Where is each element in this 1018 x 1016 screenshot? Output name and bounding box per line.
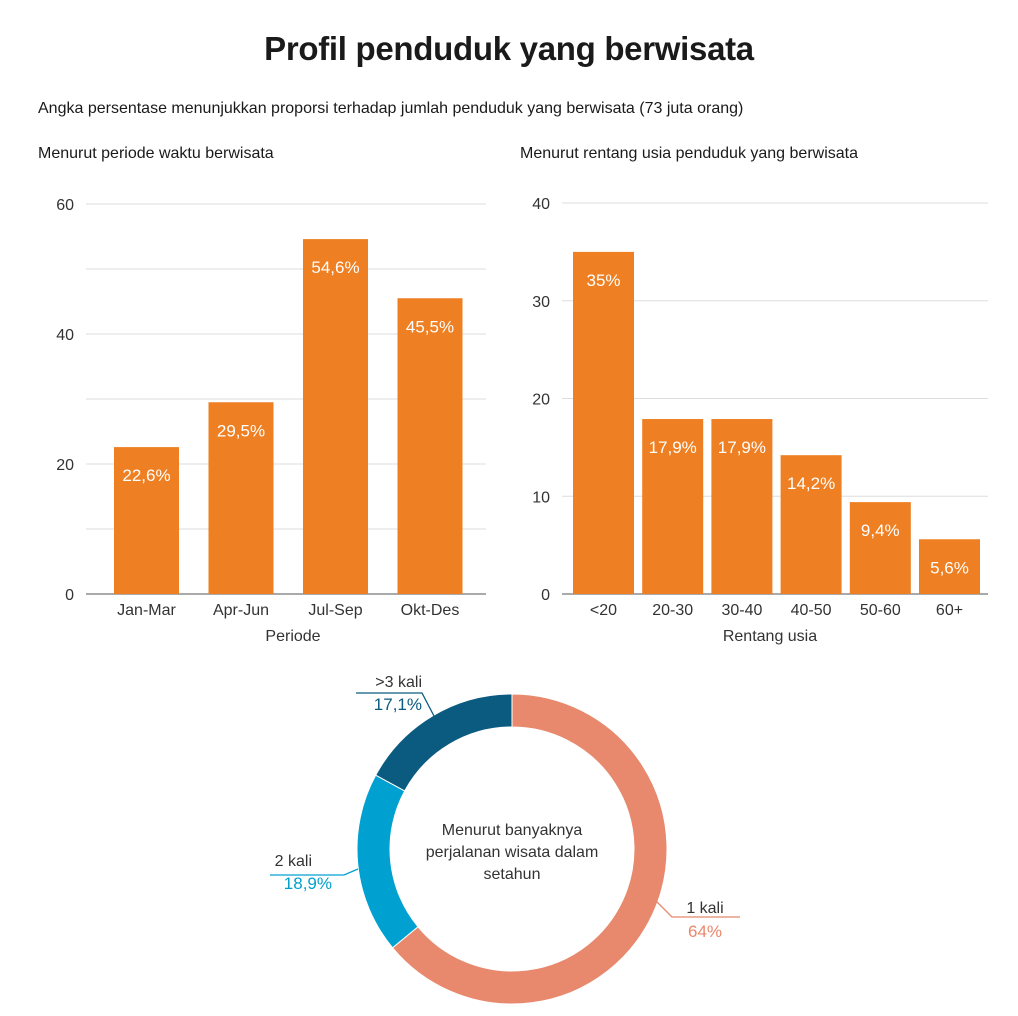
donut-leader-line — [270, 868, 359, 876]
donut-slice-name: >3 kali — [375, 674, 422, 691]
donut-slice-value: 64% — [688, 922, 722, 941]
periode-ytick-label: 0 — [65, 587, 74, 604]
periode-ytick-label: 20 — [56, 457, 74, 474]
donut-slice-name: 2 kali — [275, 853, 312, 870]
periode-ytick-label: 40 — [56, 327, 74, 344]
periode-bar-label: 29,5% — [217, 421, 265, 440]
periode-bar-label: 22,6% — [122, 466, 170, 485]
usia-bar-label: 9,4% — [861, 521, 900, 540]
periode-x-axis-title: Periode — [265, 628, 320, 645]
chart-title: Profil penduduk yang berwisata — [264, 30, 754, 67]
usia-xtick-label: 20-30 — [652, 602, 693, 619]
periode-bar-label: 45,5% — [406, 317, 454, 336]
donut-center-text: Menurut banyaknya — [442, 822, 583, 839]
usia-xtick-label: 40-50 — [791, 602, 832, 619]
donut-center-text: setahun — [484, 866, 541, 883]
donut-slice-3kali — [375, 693, 513, 792]
periode-ytick-label: 60 — [56, 197, 74, 214]
usia-xtick-label: 30-40 — [721, 602, 762, 619]
periode-bar-Okt-Des — [397, 298, 463, 594]
periode-bar-label: 54,6% — [311, 258, 359, 277]
usia-ytick-label: 10 — [532, 489, 550, 506]
periode-bar-Jan-Mar — [114, 447, 179, 594]
periode-bar-Apr-Jun — [208, 402, 274, 594]
periode-xtick-label: Apr-Jun — [213, 602, 269, 619]
donut-leader-line — [356, 692, 435, 717]
usia-bar-20-30 — [642, 419, 704, 594]
donut-leader-line — [655, 900, 740, 918]
chart-subtitle: Angka persentase menunjukkan proporsi te… — [38, 100, 744, 117]
periode-xtick-label: Jul-Sep — [308, 602, 362, 619]
usia-ytick-label: 0 — [541, 587, 550, 604]
donut-slice-value: 17,1% — [374, 695, 422, 714]
donut-slice-value: 18,9% — [284, 874, 332, 893]
periode-xtick-label: Okt-Des — [401, 602, 460, 619]
donut-slice-name: 1 kali — [686, 900, 723, 917]
usia-bar-60+ — [919, 539, 980, 594]
usia-ytick-label: 20 — [532, 392, 550, 409]
usia-ytick-label: 30 — [532, 294, 550, 311]
usia-bar-40-50 — [780, 455, 842, 594]
usia-ytick-label: 40 — [532, 196, 550, 213]
usia-xtick-label: 50-60 — [860, 602, 901, 619]
usia-xtick-label: <20 — [590, 602, 617, 619]
donut-slice-2kali — [356, 774, 419, 949]
usia-bar-50-60 — [849, 502, 911, 594]
usia-bar-label: 17,9% — [649, 438, 697, 457]
donut-slice-1kali — [391, 693, 668, 1005]
usia-x-axis-title: Rentang usia — [723, 628, 817, 645]
panel-title-usia: Menurut rentang usia penduduk yang berwi… — [520, 145, 858, 162]
usia-bar-label: 17,9% — [718, 438, 766, 457]
donut-center-text: perjalanan wisata dalam — [426, 844, 599, 861]
usia-bar-label: 14,2% — [787, 474, 835, 493]
periode-bar-Jul-Sep — [303, 239, 368, 594]
usia-bar-label: 35% — [586, 271, 620, 290]
usia-bar-30-40 — [711, 419, 773, 594]
usia-xtick-label: 60+ — [936, 602, 963, 619]
periode-xtick-label: Jan-Mar — [117, 602, 176, 619]
usia-bar-label: 5,6% — [930, 558, 969, 577]
panel-title-periode: Menurut periode waktu berwisata — [38, 145, 274, 162]
usia-bar-<20 — [573, 251, 634, 594]
